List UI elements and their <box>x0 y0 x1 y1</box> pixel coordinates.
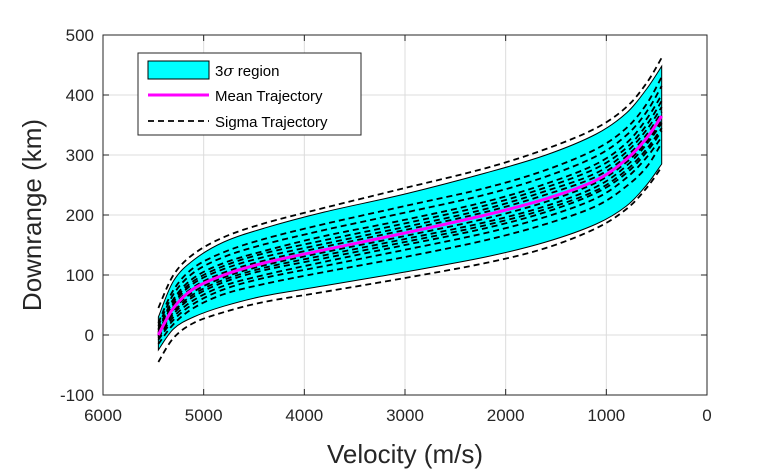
x-axis-title: Velocity (m/s) <box>327 439 483 469</box>
sigma-band-area <box>157 64 663 352</box>
x-tick-label: 6000 <box>84 406 122 425</box>
sigma-trajectory-line <box>157 122 663 336</box>
legend-band-swatch <box>147 60 210 80</box>
x-tick-label: 1000 <box>587 406 625 425</box>
legend: 3σ region Mean Trajectory Sigma Trajecto… <box>137 52 362 136</box>
legend-band-label: 3σ region <box>215 62 279 80</box>
x-tick-label: 0 <box>702 406 711 425</box>
sigma-trajectory-line <box>157 106 663 333</box>
sigma-trajectory-line <box>157 94 663 330</box>
sigma-trajectory-line <box>157 76 663 324</box>
y-tick-label: 300 <box>66 146 94 165</box>
sigma-trajectory-line <box>157 127 663 338</box>
x-tick-label: 2000 <box>487 406 525 425</box>
y-tick-label: 500 <box>66 26 94 45</box>
x-tick-label: 3000 <box>386 406 424 425</box>
legend-sigma-label: Sigma Trajectory <box>215 114 328 131</box>
legend-mean-label: Mean Trajectory <box>215 88 323 105</box>
sigma-trajectory-line <box>157 166 663 363</box>
y-tick-label: 400 <box>66 86 94 105</box>
y-tick-label: 100 <box>66 266 94 285</box>
mean-trajectory-line <box>157 115 663 336</box>
y-tick-label: 0 <box>85 326 94 345</box>
data-layer <box>157 57 663 363</box>
y-tick-labels: 500 400 300 200 100 0 -100 <box>60 26 94 405</box>
sigma-trajectory-line <box>157 130 663 339</box>
sigma-trajectory-line <box>157 142 663 345</box>
x-tick-label: 5000 <box>185 406 223 425</box>
y-tick-label: -100 <box>60 386 94 405</box>
sigma-trajectory-line <box>157 136 663 341</box>
y-tick-label: 200 <box>66 206 94 225</box>
sigma-trajectory-line <box>157 119 663 337</box>
sigma-trajectory-line <box>157 85 663 327</box>
y-axis-title: Downrange (km) <box>17 119 47 311</box>
x-tick-labels: 6000 5000 4000 3000 2000 1000 0 <box>84 406 712 425</box>
sigma-trajectory-line <box>157 100 663 331</box>
ticks <box>102 34 708 396</box>
x-tick-label: 4000 <box>285 406 323 425</box>
sigma-trajectory-line <box>157 57 663 309</box>
sigma-trajectory-line <box>157 111 663 334</box>
